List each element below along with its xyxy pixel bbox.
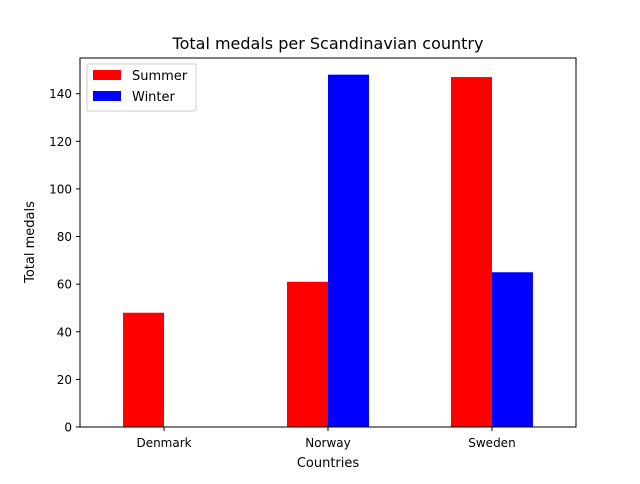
x-axis-label: Countries <box>297 456 360 471</box>
y-tick-label: 100 <box>49 182 72 196</box>
x-axis-ticks: Denmark Norway Sweden <box>136 427 516 450</box>
plot-frame <box>79 57 577 428</box>
y-tick-label: 20 <box>57 373 72 387</box>
legend-swatch-winter <box>93 91 121 101</box>
legend: Summer Winter <box>86 63 197 112</box>
bar-winter-sweden <box>491 272 533 427</box>
x-tick-label: Sweden <box>468 436 515 450</box>
chart-title: Total medals per Scandinavian country <box>172 34 484 53</box>
y-tick-label: 120 <box>49 135 72 149</box>
bar-summer-norway <box>287 281 328 427</box>
y-tick-label: 60 <box>57 278 72 292</box>
y-tick-label: 0 <box>64 421 72 435</box>
bars-layer <box>123 74 533 427</box>
y-axis-ticks: 0 20 40 60 80 100 120 140 <box>49 87 80 435</box>
legend-label-summer: Summer <box>132 69 188 84</box>
y-axis-label: Total medals <box>23 201 38 284</box>
y-tick-label: 80 <box>57 230 72 244</box>
x-tick-label: Norway <box>305 436 351 450</box>
y-tick-label: 140 <box>49 87 72 101</box>
legend-label-winter: Winter <box>132 90 176 105</box>
bar-winter-norway <box>328 74 369 427</box>
bar-summer-denmark <box>123 312 165 427</box>
y-tick-label: 40 <box>57 325 72 339</box>
bar-summer-sweden <box>450 77 492 427</box>
legend-swatch-summer <box>93 70 121 80</box>
x-tick-label: Denmark <box>136 436 191 450</box>
